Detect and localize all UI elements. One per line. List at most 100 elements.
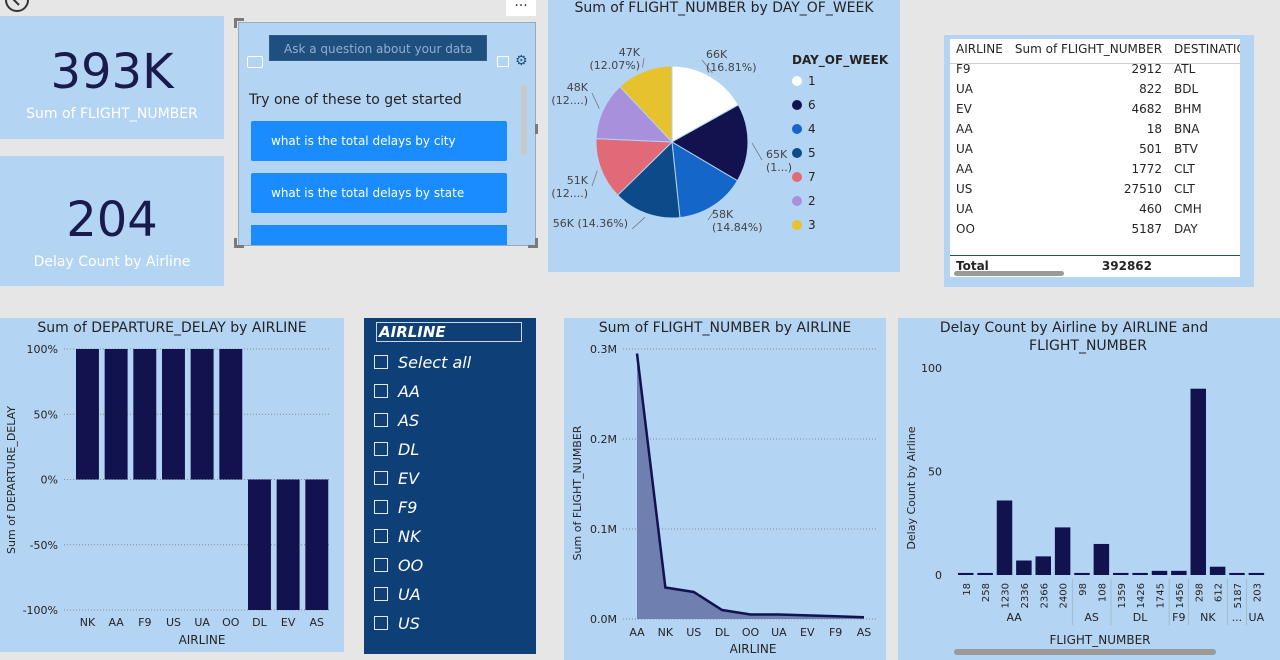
qna-suggestion-button[interactable]: what is the total delays by city (251, 121, 507, 161)
checkbox[interactable] (374, 616, 388, 630)
bar[interactable] (1132, 572, 1148, 575)
pie-slice[interactable] (619, 65, 673, 144)
bar[interactable] (1190, 388, 1207, 575)
kpi-card-delay-count[interactable]: 204 Delay Count by Airline (0, 156, 224, 286)
pie-slice[interactable] (670, 104, 749, 182)
slicer-item[interactable]: Select all (374, 350, 471, 376)
table-row[interactable]: UA 460 CMH (950, 199, 1240, 219)
slicer-item[interactable]: DL (374, 437, 419, 463)
bar[interactable] (958, 572, 974, 575)
legend-item[interactable]: 7 (792, 169, 816, 185)
legend-item[interactable]: 3 (792, 217, 816, 233)
table-row[interactable]: US 27510 CLT (950, 179, 1240, 199)
table-row[interactable]: AA 1772 CLT (950, 159, 1240, 179)
bar[interactable] (996, 500, 1013, 575)
kpi-card-flight-number[interactable]: 393K Sum of FLIGHT_NUMBER (0, 16, 224, 139)
table-row[interactable]: UA 501 BTV (950, 139, 1240, 159)
qna-suggestion-button-partial[interactable] (251, 225, 507, 245)
bar[interactable] (219, 349, 243, 480)
pie-slice[interactable] (671, 141, 739, 219)
delay-count-chart-panel[interactable]: Delay Count by Airline by AIRLINE and FLI… (898, 318, 1280, 660)
qna-visual[interactable]: Ask a question about your data ⚙ Try one… (238, 22, 536, 246)
checkbox[interactable] (374, 355, 388, 369)
qna-question-input[interactable]: Ask a question about your data (269, 35, 487, 61)
bar[interactable] (76, 349, 99, 480)
legend-label: 7 (808, 170, 816, 184)
horizontal-scrollbar[interactable] (954, 649, 1216, 655)
horizontal-scrollbar[interactable] (954, 271, 1064, 276)
bar[interactable] (1054, 527, 1071, 575)
settings-gear-icon[interactable]: ⚙ (515, 53, 528, 69)
pie-slice[interactable] (617, 140, 681, 219)
slicer-item[interactable]: EV (374, 466, 419, 492)
checkbox[interactable] (374, 413, 388, 427)
checkbox[interactable] (374, 587, 388, 601)
airline-slicer[interactable]: AIRLINE Select all AA AS DL EV F9 NK OO UA US (364, 318, 536, 654)
bar[interactable] (1093, 543, 1110, 575)
bar[interactable] (1035, 556, 1052, 575)
pie-slice[interactable] (595, 138, 674, 196)
resize-handle[interactable] (234, 18, 244, 28)
checkbox[interactable] (374, 529, 388, 543)
pie-slice[interactable] (595, 85, 674, 143)
x-tick-label: F9 (829, 626, 842, 639)
flight-number-area-chart-panel[interactable]: Sum of FLIGHT_NUMBER by AIRLINE 0.3M 0.2M 0… (564, 318, 886, 660)
pie-slice[interactable] (671, 65, 740, 143)
scrollbar[interactable] (521, 85, 527, 155)
bar[interactable] (1209, 566, 1226, 575)
series-line[interactable] (635, 353, 865, 619)
bar[interactable] (1171, 570, 1187, 575)
bar[interactable] (1016, 560, 1032, 575)
checkbox[interactable] (374, 500, 388, 514)
bar[interactable] (977, 572, 993, 575)
legend-item[interactable]: 5 (792, 145, 816, 161)
back-icon[interactable] (4, 0, 30, 14)
bar[interactable] (1113, 572, 1129, 575)
departure-delay-chart-panel[interactable]: Sum of DEPARTURE_DELAY by AIRLINE 100% 50%… (0, 318, 344, 652)
bar[interactable] (1229, 572, 1245, 575)
table-header[interactable]: AIRLINE (956, 42, 1003, 56)
checkbox[interactable] (374, 558, 388, 572)
copy-icon[interactable] (497, 56, 509, 67)
slicer-item[interactable]: AS (374, 408, 419, 434)
checkbox[interactable] (374, 384, 388, 398)
slicer-item[interactable]: F9 (374, 495, 417, 521)
table-row[interactable]: OO 5187 DAY (950, 219, 1240, 239)
slicer-item[interactable]: AA (374, 379, 420, 405)
table-row[interactable]: F9 2912 ATL (950, 59, 1240, 79)
table-header[interactable]: DESTINATION_ (1174, 42, 1240, 56)
resize-handle[interactable] (234, 238, 244, 248)
x-tick-label: EV (281, 616, 296, 629)
bar[interactable] (276, 479, 300, 611)
slicer-item[interactable]: US (374, 611, 420, 637)
slicer-item[interactable]: UA (374, 582, 421, 608)
table-row[interactable]: EV 4682 BHM (950, 99, 1240, 119)
bar[interactable] (1074, 572, 1090, 575)
legend-item[interactable]: 6 (792, 97, 816, 113)
table-row[interactable]: UA 822 BDL (950, 79, 1240, 99)
legend-item[interactable]: 1 (792, 73, 816, 89)
bar[interactable] (162, 349, 185, 480)
qna-suggestion-button[interactable]: what is the total delays by state (251, 173, 507, 213)
y-tick-label: 0% (41, 474, 58, 487)
bar[interactable] (1151, 570, 1168, 575)
bar[interactable] (1248, 572, 1265, 575)
table-header[interactable]: Sum of FLIGHT_NUMBER (1014, 42, 1163, 56)
slicer-item[interactable]: OO (374, 553, 423, 579)
resize-handle[interactable] (528, 124, 538, 134)
bar[interactable] (305, 479, 329, 611)
checkbox[interactable] (374, 471, 388, 485)
bar[interactable] (190, 349, 214, 480)
legend-item[interactable]: 4 (792, 121, 816, 137)
more-options-icon[interactable]: ··· (506, 0, 536, 16)
slicer-item[interactable]: NK (374, 524, 420, 550)
bar[interactable] (104, 349, 128, 480)
table-panel[interactable]: AIRLINE Sum of FLIGHT_NUMBER DESTINATION… (944, 35, 1254, 287)
bar[interactable] (248, 479, 271, 611)
checkbox[interactable] (374, 442, 388, 456)
table-row[interactable]: AA 18 BNA (950, 119, 1240, 139)
resize-handle[interactable] (528, 238, 538, 248)
pie-chart-panel[interactable]: Sum of FLIGHT_NUMBER by DAY_OF_WEEK 66K(… (548, 0, 900, 272)
legend-item[interactable]: 2 (792, 193, 816, 209)
bar[interactable] (133, 349, 157, 480)
